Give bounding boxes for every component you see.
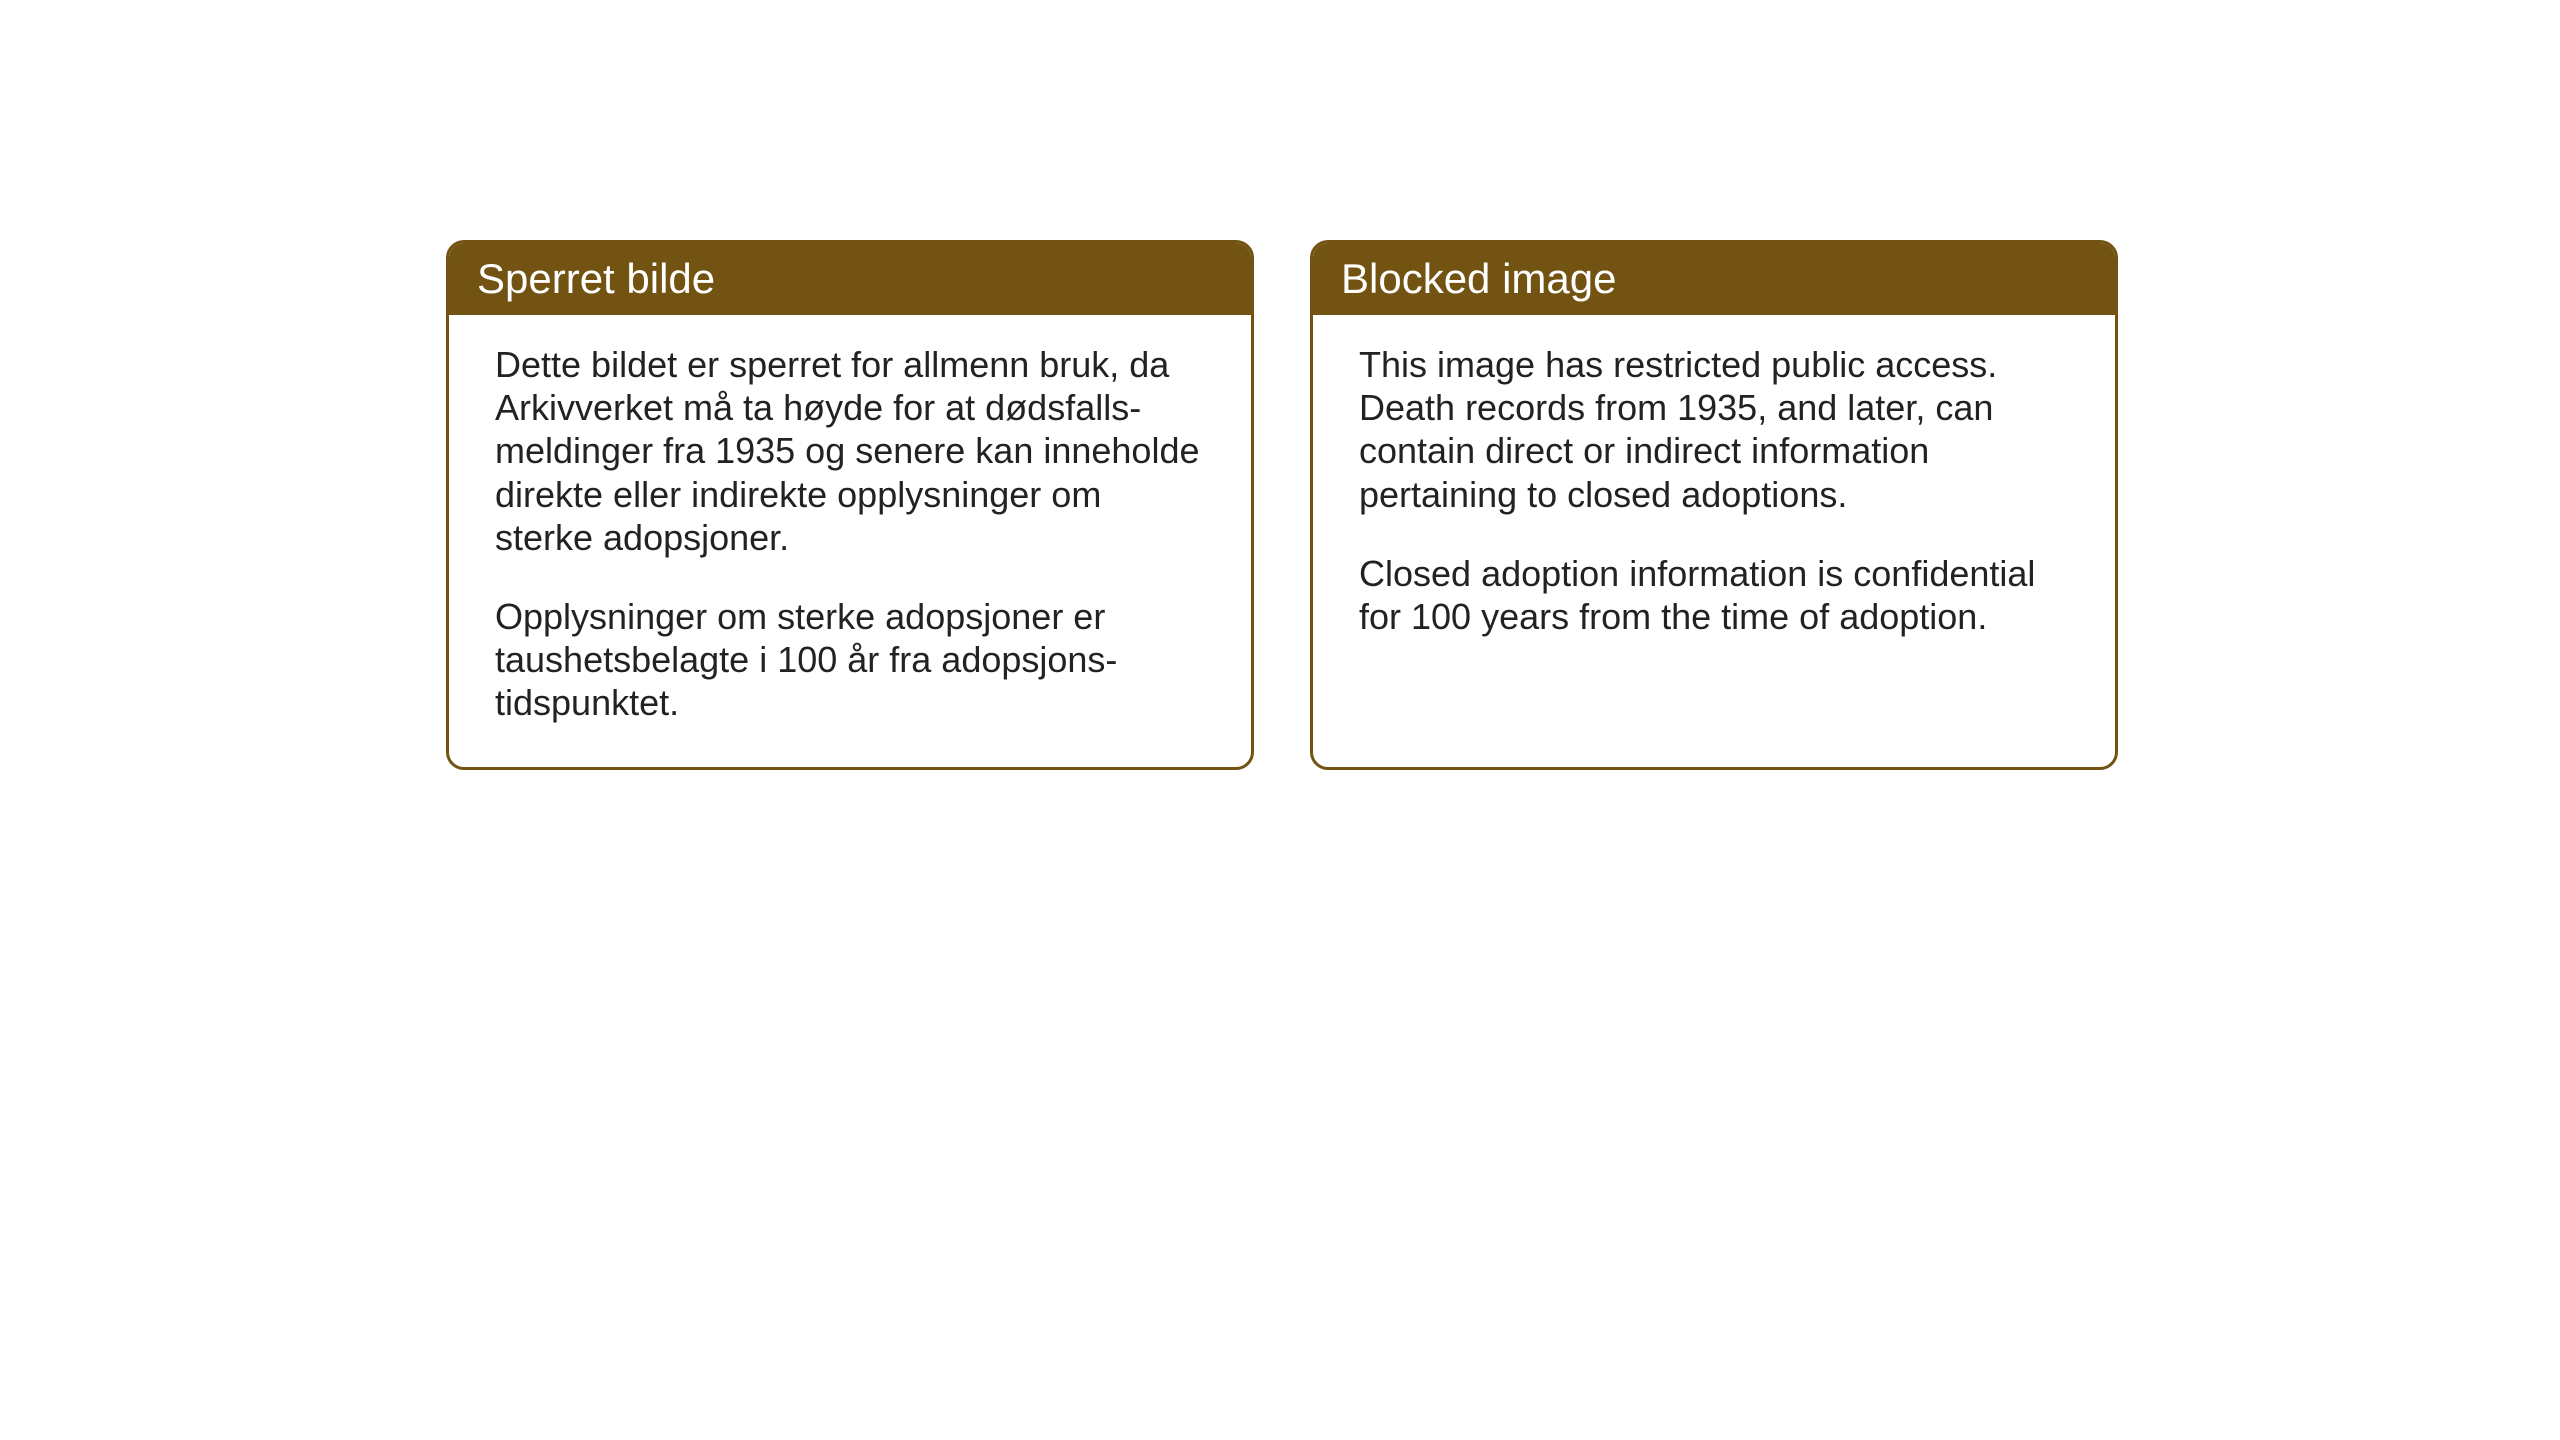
card-header-english: Blocked image [1313,243,2115,315]
card-header-norwegian: Sperret bilde [449,243,1251,315]
notice-container: Sperret bilde Dette bildet er sperret fo… [446,240,2118,770]
card-title-english: Blocked image [1341,255,1616,302]
card-body-english: This image has restricted public access.… [1313,315,2115,680]
card-paragraph-english-1: This image has restricted public access.… [1359,343,2069,516]
card-title-norwegian: Sperret bilde [477,255,715,302]
notice-card-norwegian: Sperret bilde Dette bildet er sperret fo… [446,240,1254,770]
card-body-norwegian: Dette bildet er sperret for allmenn bruk… [449,315,1251,767]
card-paragraph-english-2: Closed adoption information is confident… [1359,552,2069,638]
card-paragraph-norwegian-1: Dette bildet er sperret for allmenn bruk… [495,343,1205,559]
card-paragraph-norwegian-2: Opplysninger om sterke adopsjoner er tau… [495,595,1205,725]
notice-card-english: Blocked image This image has restricted … [1310,240,2118,770]
